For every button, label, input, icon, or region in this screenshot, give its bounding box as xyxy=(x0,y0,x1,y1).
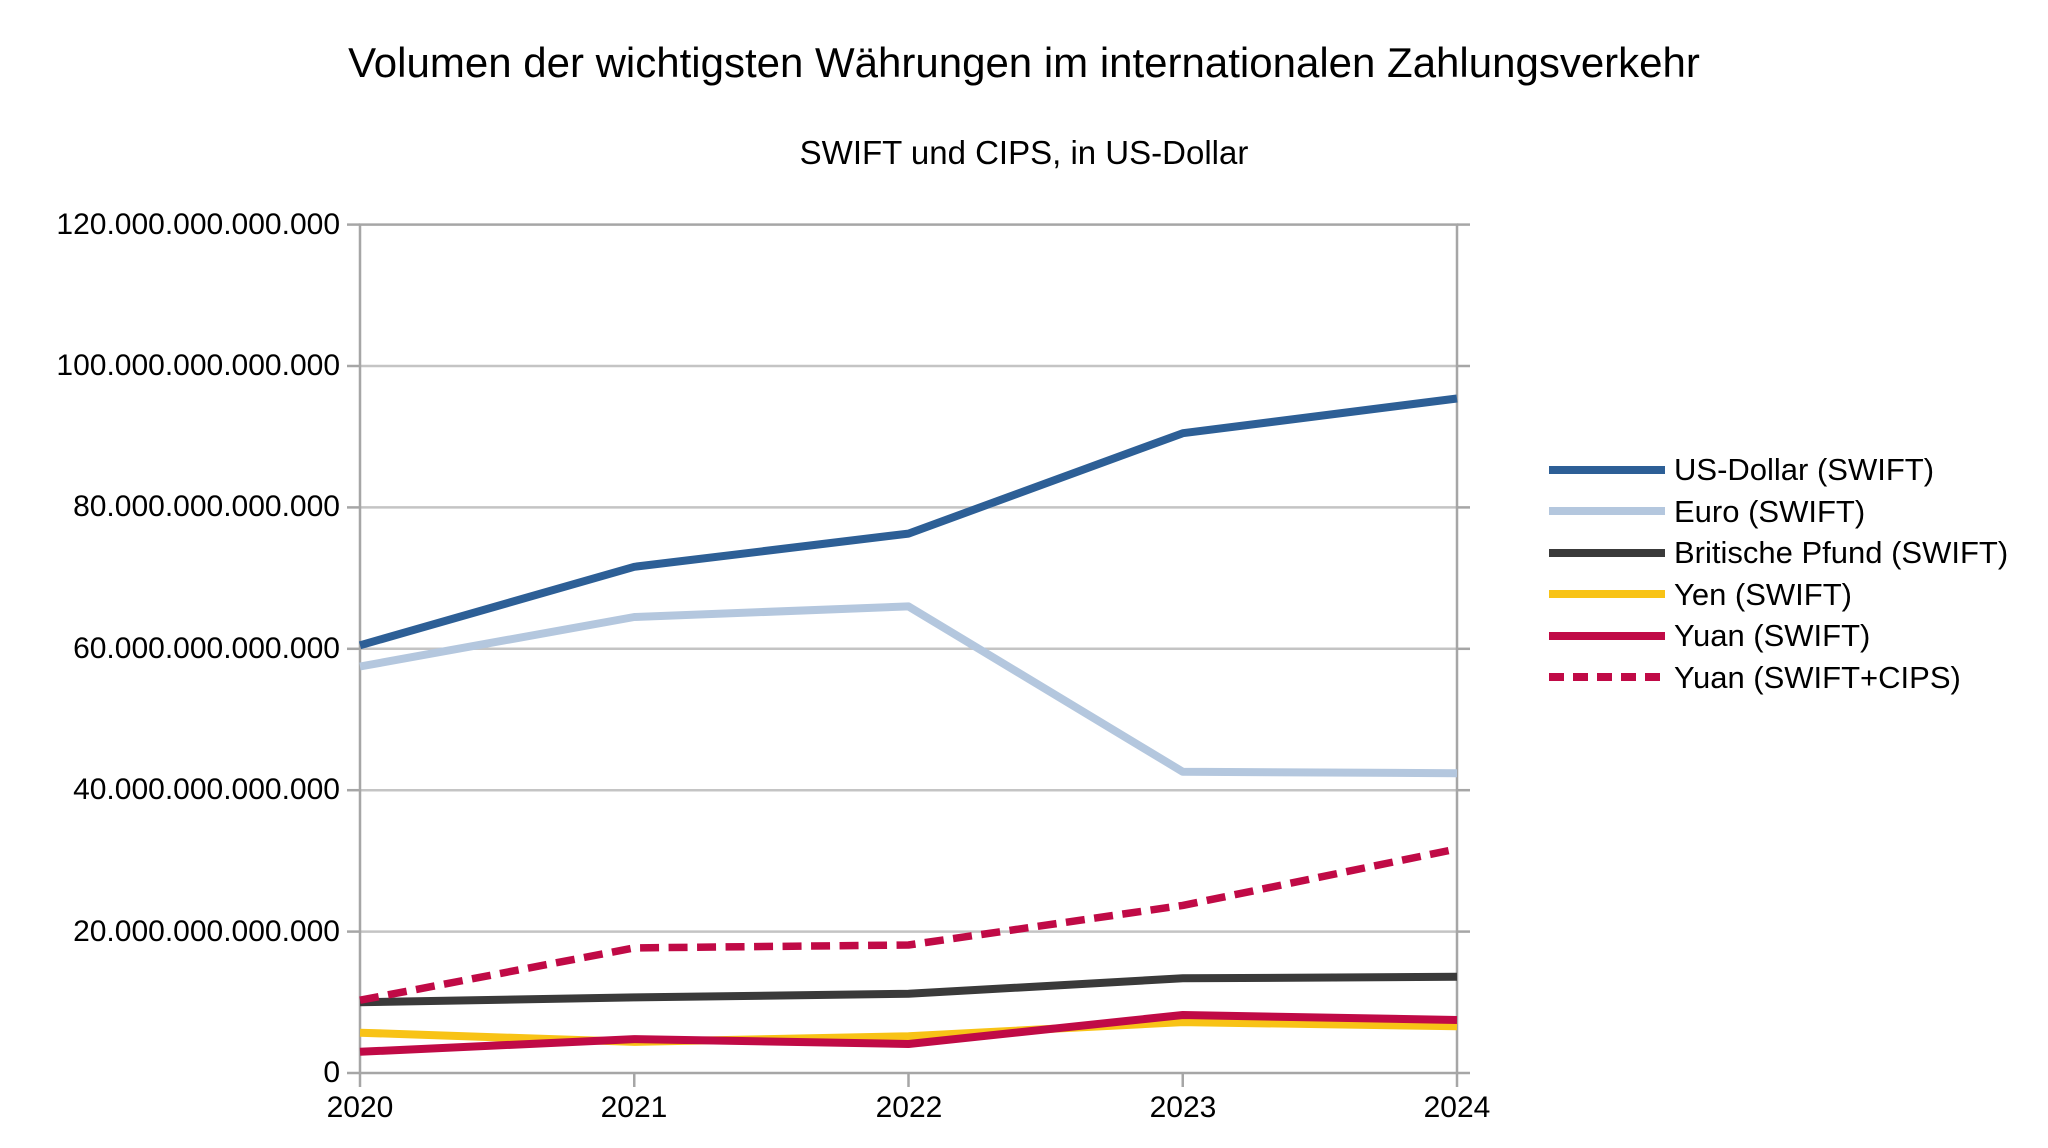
legend-swatch-us-dollar-swift xyxy=(1549,465,1665,474)
legend-swatch-yuan-swift-cips xyxy=(1549,673,1665,682)
x-axis-label: 2023 xyxy=(1149,1091,1217,1124)
chart-subtitle: SWIFT und CIPS, in US-Dollar xyxy=(799,134,1249,171)
x-axis-label: 2024 xyxy=(1423,1091,1491,1124)
y-axis-label: 60.000.000.000.000 xyxy=(73,632,340,665)
y-axis-label: 40.000.000.000.000 xyxy=(73,773,340,806)
chart-title: Volumen der wichtigsten Währungen im int… xyxy=(348,39,1700,86)
legend-label: US-Dollar (SWIFT) xyxy=(1674,452,1935,487)
legend-label: Euro (SWIFT) xyxy=(1674,493,1866,529)
y-axis-label: 120.000.000.000.000 xyxy=(56,208,340,241)
y-axis-label: 0 xyxy=(323,1056,340,1089)
legend-item-yuan-swift: Yuan (SWIFT) xyxy=(1549,615,2008,657)
y-axis-label: 80.000.000.000.000 xyxy=(73,490,340,523)
y-axis-label: 20.000.000.000.000 xyxy=(73,915,340,948)
series-line-yuan-swift xyxy=(359,1011,1458,1056)
series-line-us-dollar-swift xyxy=(358,394,1458,650)
legend-swatch-yen-swift xyxy=(1549,590,1665,599)
legend-swatch-britische-pfund-swift xyxy=(1549,548,1665,557)
x-axis-label: 2021 xyxy=(600,1091,668,1124)
series-line-euro-swift xyxy=(359,602,1458,778)
legend-label: Yen (SWIFT) xyxy=(1674,576,1852,612)
legend-item-euro-swift: Euro (SWIFT) xyxy=(1549,491,2008,533)
legend-swatch-yuan-swift xyxy=(1549,631,1665,640)
x-axis-label: 2020 xyxy=(326,1091,394,1124)
y-axis-label: 100.000.000.000.000 xyxy=(56,349,340,382)
legend-item-yen-swift: Yen (SWIFT) xyxy=(1549,574,2008,616)
series-lines xyxy=(358,394,1458,1056)
legend-swatch-euro-swift xyxy=(1549,507,1665,516)
series-line-britische-pfund-swift xyxy=(359,972,1458,1007)
gridlines xyxy=(360,364,1457,933)
legend-label: Yuan (SWIFT+CIPS) xyxy=(1674,659,1961,695)
legend: US-Dollar (SWIFT) Euro (SWIFT) Britische… xyxy=(1549,449,2008,698)
legend-item-britische-pfund-swift: Britische Pfund (SWIFT) xyxy=(1549,532,2008,574)
legend-item-yuan-swift-cips: Yuan (SWIFT+CIPS) xyxy=(1549,657,2008,699)
axis-ticks xyxy=(347,223,1470,1087)
legend-label: Britische Pfund (SWIFT) xyxy=(1674,535,2009,570)
legend-item-us-dollar-swift: US-Dollar (SWIFT) xyxy=(1549,449,2008,491)
legend-label: Yuan (SWIFT) xyxy=(1674,618,1871,653)
series-line-yuan-swift-cips xyxy=(359,845,1458,1004)
x-axis-label: 2022 xyxy=(875,1091,943,1124)
series-line-yen-swift xyxy=(359,1018,1458,1046)
